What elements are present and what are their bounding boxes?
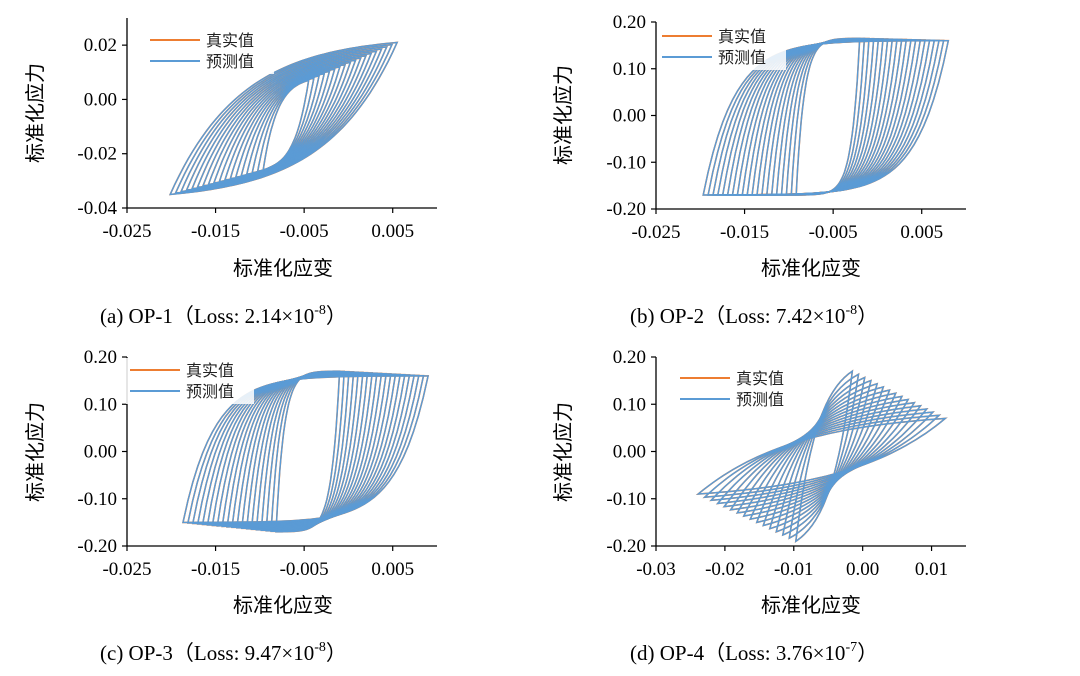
y-tick-label: 0.20 [613,12,646,33]
subplot-caption: (a) OP-1（Loss: 2.14×10-8） [100,303,347,328]
legend-label: 预测值 [718,48,766,67]
y-tick-label: 0.10 [84,394,117,415]
plot-area [695,369,948,543]
y-tick-label: 0.00 [613,442,646,463]
y-tick-label: -0.10 [606,152,646,173]
hysteresis-loop [182,375,429,524]
legend-label: 真实值 [206,31,254,50]
x-tick-label: -0.005 [280,221,329,242]
y-axis-label: 标准化应力 [23,402,47,502]
y-tick-label: 0.10 [613,394,646,415]
chart-panel-a: -0.025 -0.015 -0.005 0.005 0.02 0.00 -0.02 -0.0… [23,18,437,328]
x-tick-label: 0.005 [371,221,414,242]
x-tick-label: 0.005 [371,559,414,580]
y-tick-label: 0.10 [613,59,646,80]
x-tick-label: 0.00 [846,559,879,580]
legend-box [658,24,786,70]
series-predicted [702,37,950,196]
x-tick-label: -0.005 [809,222,858,243]
y-tick-label: -0.20 [77,536,117,557]
x-tick-label: -0.015 [191,559,240,580]
y-tick-label: 0.00 [84,89,117,110]
legend-box [146,28,274,74]
y-tick-label: -0.02 [77,144,117,165]
x-axis-label: 标准化应变 [233,256,333,280]
y-tick-label: 0.00 [84,442,117,463]
series-predicted [182,370,429,533]
y-axis-label: 标准化应力 [551,65,575,165]
plot-area [168,41,399,196]
legend-label: 真实值 [718,27,766,46]
hysteresis-loop [696,417,948,495]
y-tick-label: -0.04 [77,198,117,219]
y-tick-label: -0.10 [606,489,646,510]
y-tick-label: 0.20 [613,347,646,368]
x-tick-label: -0.025 [631,222,680,243]
chart-panel-d: -0.03 -0.02 -0.01 0.00 0.01 0.20 0.10 0.00 -0.10… [551,347,966,665]
y-axis-label: 标准化应力 [551,402,575,502]
x-axis-label: 标准化应变 [761,256,861,280]
legend-label: 真实值 [736,369,784,388]
series-predicted [169,41,399,196]
chart-panel-b: -0.025 -0.015 -0.005 0.005 0.20 0.10 0.00 -0.10… [551,12,966,328]
x-tick-label: 0.01 [915,559,948,580]
legend-label: 预测值 [186,382,234,401]
x-axis-label: 标准化应变 [761,593,861,617]
x-tick-label: -0.005 [280,559,329,580]
x-tick-label: -0.01 [774,559,814,580]
plot-area [181,370,430,533]
y-tick-label: 0.02 [84,35,117,56]
x-tick-label: 0.005 [900,222,943,243]
subplot-caption: (d) OP-4（Loss: 3.76×10-7） [630,640,878,665]
legend-label: 预测值 [736,390,784,409]
subplot-caption: (b) OP-2（Loss: 7.42×10-8） [630,303,878,328]
y-tick-label: 0.20 [84,347,117,368]
y-tick-label: -0.10 [77,489,117,510]
x-tick-label: -0.015 [191,221,240,242]
legend-label: 真实值 [186,361,234,380]
hysteresis-loop [169,41,399,196]
series-predicted [696,369,948,543]
x-tick-label: -0.03 [636,559,676,580]
y-tick-label: -0.20 [606,199,646,220]
x-tick-label: -0.02 [705,559,745,580]
legend-box [676,366,804,412]
y-tick-label: 0.00 [613,106,646,127]
legend-box [126,358,254,404]
chart-panel-c: -0.025 -0.015 -0.005 0.005 0.20 0.10 0.00 -0.10… [23,347,437,665]
x-tick-label: -0.025 [102,221,151,242]
y-tick-label: -0.20 [606,536,646,557]
y-axis-label: 标准化应力 [23,63,47,163]
subplot-caption: (c) OP-3（Loss: 9.47×10-8） [100,640,347,665]
x-axis-label: 标准化应变 [233,593,333,617]
legend-label: 预测值 [206,52,254,71]
x-tick-label: -0.025 [102,559,151,580]
x-tick-label: -0.015 [720,222,769,243]
